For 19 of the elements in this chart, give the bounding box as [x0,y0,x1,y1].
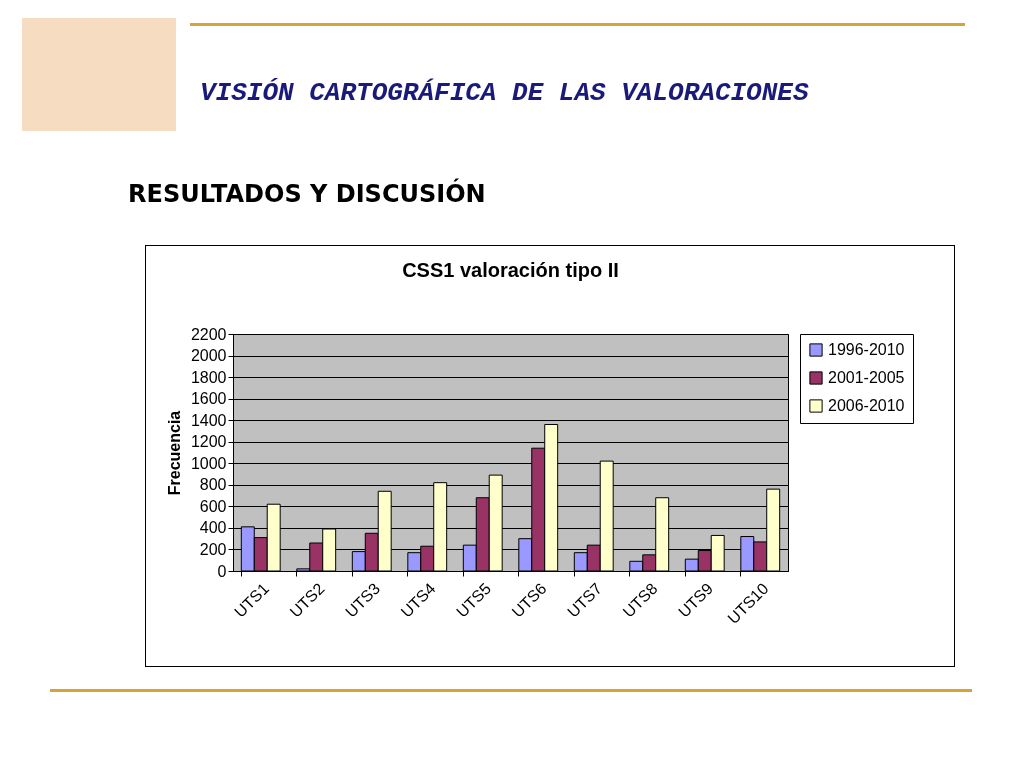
legend-label: 2006-2010 [828,397,905,414]
y-tick-label: 1000 [190,454,227,472]
y-tick-label: 1600 [190,390,227,408]
y-tick-label: 2000 [190,347,227,365]
y-tick-label: 600 [199,497,227,515]
y-tick-label: 400 [199,519,227,537]
y-tick-label: 0 [217,562,227,580]
y-tick-label: 800 [199,476,227,494]
legend-label: 2001-2005 [828,369,905,386]
text: RESULTADOS Y DISCUSIÓN [128,180,486,208]
y-axis-title: Frecuencia [165,410,183,496]
y-tick-label: 1800 [190,368,227,386]
y-tick-label: 1400 [190,411,227,429]
y-tick-label: 1200 [190,433,227,451]
y-tick-label: 200 [199,540,227,558]
legend-label: 1996-2010 [828,341,905,358]
text: VISIÓN CARTOGRÁFICA DE LAS VALORACIONES [200,78,809,108]
chart-title: CSS1 valoración tipo II [402,259,619,281]
y-tick-label: 2200 [190,325,227,343]
